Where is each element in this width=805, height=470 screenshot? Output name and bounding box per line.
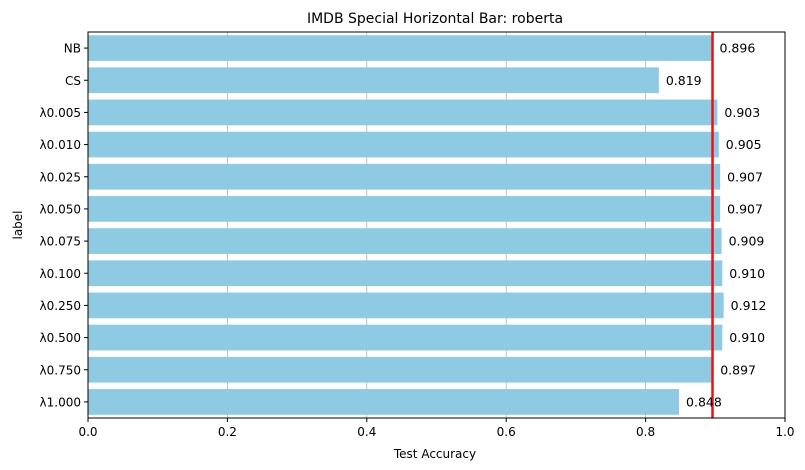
x-axis-ticks: 0.0 0.2 0.4 0.6 0.8 1.0 <box>78 418 795 439</box>
bar <box>88 99 718 126</box>
bar <box>88 356 714 383</box>
y-tick-label: λ0.100 <box>40 267 81 281</box>
data-label: 0.897 <box>720 362 756 377</box>
y-tick-label: NB <box>64 42 81 56</box>
bar <box>88 324 723 351</box>
data-label: 0.910 <box>729 266 765 281</box>
y-tick-label: λ0.010 <box>40 138 81 152</box>
bar <box>88 196 721 222</box>
data-label: 0.819 <box>666 73 702 88</box>
bar <box>88 292 724 319</box>
bar <box>88 67 659 94</box>
bar <box>88 131 719 158</box>
bar <box>88 260 723 287</box>
x-tick-label: 0.8 <box>636 425 655 439</box>
data-label: 0.907 <box>727 201 763 216</box>
data-label: 0.912 <box>731 298 767 313</box>
data-label: 0.910 <box>729 330 765 345</box>
data-label: 0.907 <box>727 169 763 184</box>
bar <box>88 389 680 415</box>
bar <box>88 35 713 61</box>
x-tick-label: 0.2 <box>218 425 237 439</box>
x-axis-title: Test Accuracy <box>393 447 476 461</box>
chart-title: IMDB Special Horizontal Bar: roberta <box>307 11 563 27</box>
y-tick-label: λ0.075 <box>40 235 81 249</box>
plot-frame <box>87 31 786 419</box>
data-label: 0.909 <box>729 234 765 249</box>
y-tick-label: λ0.050 <box>40 202 81 216</box>
y-tick-label: λ0.250 <box>40 299 81 313</box>
bar <box>88 228 722 254</box>
x-tick-label: 0.0 <box>78 425 97 439</box>
x-tick-label: 0.6 <box>497 425 516 439</box>
y-tick-label: λ0.025 <box>40 170 81 184</box>
data-label: 0.848 <box>686 394 722 409</box>
bar <box>88 163 721 190</box>
data-label: 0.905 <box>726 137 762 152</box>
data-label: 0.896 <box>720 41 756 56</box>
x-tick-label: 0.4 <box>357 425 376 439</box>
y-tick-label: λ1.000 <box>40 395 81 409</box>
data-labels: 0.896 0.819 0.903 0.905 0.907 0.907 0.909 0.910… <box>666 41 767 410</box>
y-tick-label: λ0.005 <box>40 106 81 120</box>
data-label: 0.903 <box>724 105 760 120</box>
y-axis-ticks: NB CS λ0.005 λ0.010 λ0.025 λ0.050 λ0.075 λ0.100… <box>40 42 88 409</box>
x-tick-label: 1.0 <box>775 425 794 439</box>
grid-lines <box>226 32 646 418</box>
bars <box>88 35 724 415</box>
y-tick-label: λ0.750 <box>40 363 81 377</box>
y-tick-label: λ0.500 <box>40 331 81 345</box>
y-axis-title: label <box>11 210 25 239</box>
y-tick-label: CS <box>65 74 81 88</box>
